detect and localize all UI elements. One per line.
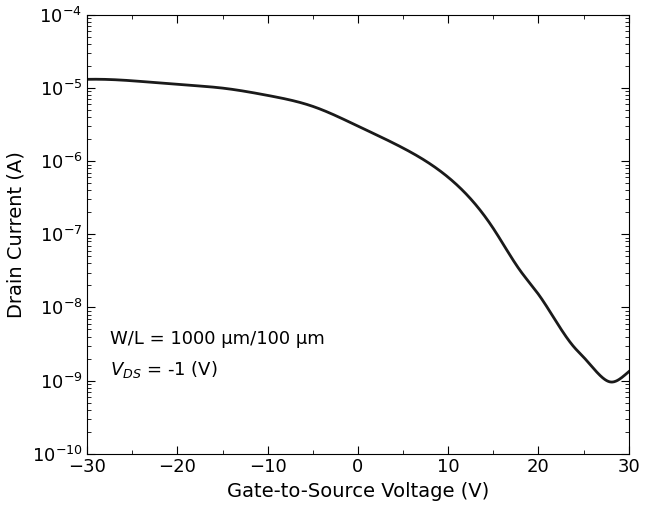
X-axis label: Gate-to-Source Voltage (V): Gate-to-Source Voltage (V) — [227, 482, 489, 501]
Text: W/L = 1000 μm/100 μm: W/L = 1000 μm/100 μm — [110, 330, 325, 347]
Text: $V_{DS}$ = -1 (V): $V_{DS}$ = -1 (V) — [110, 359, 217, 380]
Y-axis label: Drain Current (A): Drain Current (A) — [7, 151, 26, 318]
